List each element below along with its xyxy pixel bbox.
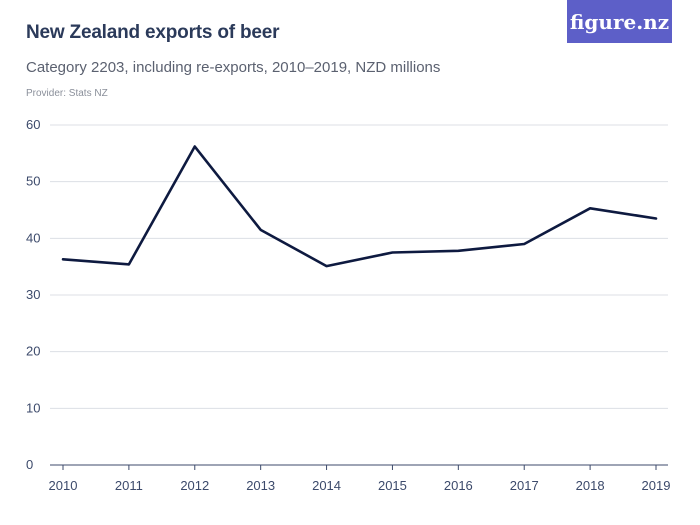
y-tick-label: 30 [26, 287, 40, 302]
y-axis-ticks: 0 10 20 30 40 50 60 [26, 117, 40, 472]
series-line [61, 145, 658, 268]
y-tick-label: 60 [26, 117, 40, 132]
data-point[interactable] [57, 253, 69, 265]
chart-subtitle: Category 2203, including re-exports, 201… [26, 59, 441, 76]
data-point[interactable] [123, 258, 135, 270]
data-point[interactable] [255, 224, 267, 236]
data-point[interactable] [518, 238, 530, 250]
gridlines [50, 124, 668, 466]
x-tick-label: 2010 [49, 478, 78, 493]
data-point[interactable] [189, 141, 201, 153]
x-tick-label: 2018 [576, 478, 605, 493]
data-point[interactable] [584, 202, 596, 214]
data-point[interactable] [386, 247, 398, 259]
x-tick-label: 2015 [378, 478, 407, 493]
provider-note: Provider: Stats NZ [26, 88, 108, 99]
data-point[interactable] [650, 213, 662, 225]
logo-text: figure.nz [569, 9, 670, 34]
figure-nz-logo[interactable]: figure.nz [567, 0, 672, 43]
x-tick-label: 2011 [115, 478, 143, 493]
y-tick-label: 0 [26, 457, 33, 472]
x-tick-label: 2019 [642, 478, 671, 493]
y-tick-label: 20 [26, 344, 40, 359]
y-tick-label: 40 [26, 230, 40, 245]
y-tick-label: 50 [26, 174, 40, 189]
x-tick-label: 2016 [444, 478, 473, 493]
data-point[interactable] [452, 245, 464, 257]
x-tick-label: 2017 [510, 478, 539, 493]
x-axis-ticks: 2010 2011 2012 2013 2014 2015 2016 2017 2018 2019 [49, 465, 671, 493]
data-point[interactable] [321, 260, 333, 272]
x-tick-label: 2014 [312, 478, 341, 493]
chart-title: New Zealand exports of beer [26, 22, 280, 43]
x-tick-label: 2013 [246, 478, 275, 493]
series [57, 141, 662, 272]
y-tick-label: 10 [26, 400, 40, 415]
x-tick-label: 2012 [180, 478, 209, 493]
